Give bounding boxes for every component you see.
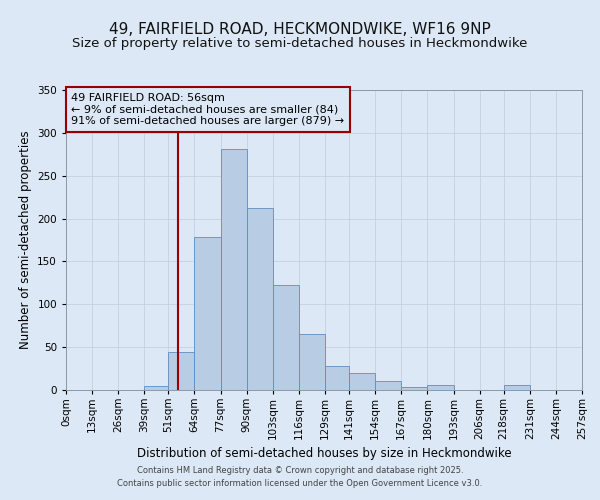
X-axis label: Distribution of semi-detached houses by size in Heckmondwike: Distribution of semi-detached houses by … [137, 448, 511, 460]
Bar [169, 352, 194, 390]
Bar [299, 334, 325, 390]
Y-axis label: Number of semi-detached properties: Number of semi-detached properties [19, 130, 32, 350]
Text: 49 FAIRFIELD ROAD: 56sqm
← 9% of semi-detached houses are smaller (84)
91% of se: 49 FAIRFIELD ROAD: 56sqm ← 9% of semi-de… [71, 93, 344, 126]
Bar [427, 385, 454, 390]
Text: Size of property relative to semi-detached houses in Heckmondwike: Size of property relative to semi-detach… [73, 38, 527, 51]
Bar [273, 286, 299, 390]
Bar [349, 373, 375, 390]
Bar [145, 386, 169, 390]
Text: Contains HM Land Registry data © Crown copyright and database right 2025.
Contai: Contains HM Land Registry data © Crown c… [118, 466, 482, 487]
Bar [401, 388, 427, 390]
Bar [375, 380, 401, 390]
Bar [247, 208, 273, 390]
Bar [325, 366, 349, 390]
Bar [194, 238, 221, 390]
Bar [503, 385, 530, 390]
Text: 49, FAIRFIELD ROAD, HECKMONDWIKE, WF16 9NP: 49, FAIRFIELD ROAD, HECKMONDWIKE, WF16 9… [109, 22, 491, 38]
Bar [221, 149, 247, 390]
